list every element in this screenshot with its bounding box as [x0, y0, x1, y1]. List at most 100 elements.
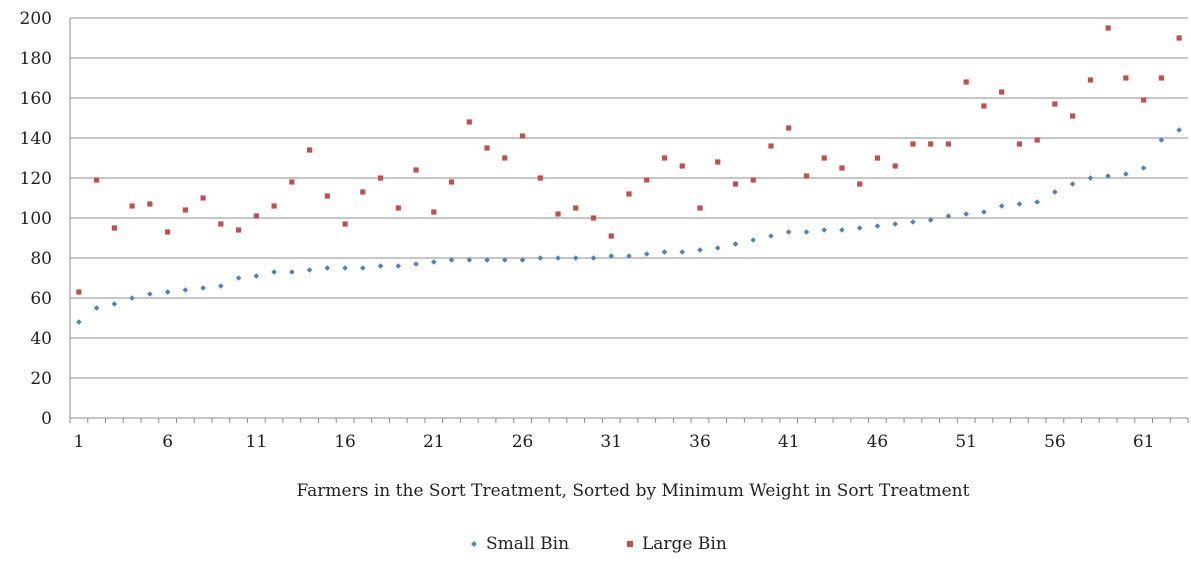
data-point	[572, 255, 579, 261]
data-point	[1052, 101, 1058, 107]
legend-label-small-bin: Small Bin	[486, 534, 569, 554]
data-point	[697, 247, 703, 253]
series-layer	[76, 25, 1182, 325]
x-tick-label: 26	[512, 432, 534, 452]
data-point	[502, 155, 508, 161]
y-tick-label: 100	[20, 209, 52, 229]
data-point	[342, 265, 348, 271]
data-point	[555, 211, 561, 217]
data-point	[927, 217, 934, 223]
data-point	[626, 253, 632, 259]
data-point	[857, 181, 863, 187]
data-point	[803, 229, 810, 235]
data-point	[1123, 171, 1129, 177]
x-tick-label: 31	[600, 432, 622, 452]
data-point	[289, 269, 295, 275]
data-point	[714, 245, 721, 251]
legend: Small Bin Large Bin	[471, 534, 727, 554]
data-point	[235, 227, 242, 233]
data-point	[1158, 75, 1164, 81]
data-point	[147, 291, 153, 297]
data-point	[856, 225, 863, 231]
data-point	[466, 119, 472, 125]
data-point	[821, 227, 828, 233]
data-point	[1052, 189, 1058, 195]
x-tick-label: 36	[689, 432, 711, 452]
data-point	[129, 295, 135, 301]
data-point	[271, 269, 277, 275]
data-point	[661, 249, 668, 255]
data-point	[519, 133, 526, 139]
data-point	[484, 257, 490, 263]
data-point	[271, 203, 277, 209]
data-point	[129, 203, 135, 209]
data-point	[981, 209, 987, 215]
data-point	[1034, 137, 1040, 143]
data-point	[218, 221, 224, 227]
data-point	[839, 165, 845, 171]
data-point	[253, 213, 259, 219]
y-tick-label: 40	[30, 329, 52, 349]
data-point	[590, 255, 597, 261]
data-point	[1158, 137, 1165, 143]
data-point	[1176, 35, 1182, 41]
data-point	[377, 175, 384, 181]
data-point	[643, 251, 650, 257]
data-point	[626, 191, 632, 197]
data-point	[76, 319, 82, 325]
data-point	[164, 289, 171, 295]
data-point	[360, 265, 366, 271]
legend-marker-large-bin	[627, 541, 633, 547]
data-point	[945, 213, 952, 219]
data-point	[324, 193, 330, 199]
series-large-bin	[76, 25, 1182, 295]
data-point	[1087, 77, 1093, 83]
data-point	[590, 215, 597, 221]
data-point	[768, 143, 774, 149]
data-point	[182, 287, 189, 293]
data-point	[555, 255, 561, 261]
data-point	[1087, 175, 1094, 181]
data-point	[785, 229, 792, 235]
y-tick-label: 160	[20, 89, 52, 109]
legend-marker-small-bin	[471, 541, 477, 547]
data-point	[182, 207, 188, 213]
data-point	[1016, 141, 1023, 147]
data-point	[93, 305, 100, 311]
data-point	[608, 253, 615, 259]
data-point	[111, 301, 118, 307]
data-point	[715, 159, 721, 165]
data-point	[253, 273, 260, 279]
y-tick-label: 0	[41, 409, 52, 429]
data-point	[484, 145, 490, 151]
series-small-bin	[76, 127, 1182, 325]
data-point	[537, 255, 544, 261]
data-point	[324, 265, 331, 271]
data-point	[165, 229, 171, 235]
legend-label-large-bin: Large Bin	[642, 534, 727, 554]
x-tick-label: 1	[73, 432, 84, 452]
data-point	[928, 141, 934, 147]
data-point	[1034, 199, 1040, 205]
data-point	[395, 205, 401, 211]
y-axis: 0 20 40 60 80 100 120 140 160 180 200	[20, 9, 71, 429]
x-tick-label: 51	[955, 432, 977, 452]
y-tick-label: 140	[20, 129, 52, 149]
data-point	[147, 201, 153, 207]
data-point	[679, 163, 685, 169]
data-point	[697, 205, 703, 211]
data-point	[431, 209, 437, 215]
data-point	[1176, 127, 1182, 133]
data-point	[750, 177, 756, 183]
data-point	[111, 225, 117, 231]
data-point	[839, 227, 845, 233]
data-point	[892, 163, 898, 169]
data-point	[661, 155, 668, 161]
data-point	[448, 179, 455, 185]
data-point	[76, 289, 82, 295]
data-point	[466, 257, 473, 263]
data-point	[945, 141, 952, 147]
data-point	[1105, 25, 1111, 31]
x-tick-label: 21	[423, 432, 445, 452]
data-point	[910, 219, 916, 225]
